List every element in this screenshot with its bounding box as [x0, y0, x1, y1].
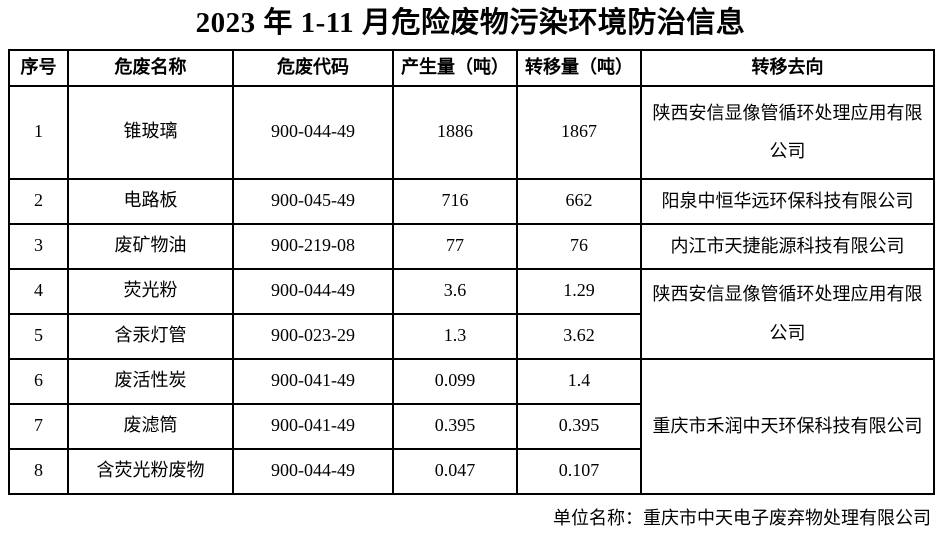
- cell-serial: 8: [8, 447, 69, 495]
- cell-produced: 0.047: [392, 447, 518, 495]
- cell-produced: 0.395: [392, 402, 518, 450]
- cell-waste-name: 含汞灯管: [67, 312, 234, 360]
- column-header-waste-code: 危废代码: [232, 48, 394, 87]
- cell-waste-code: 900-044-49: [232, 267, 394, 315]
- table-row-2: 2 电路板 900-045-49 716 662 阳泉中恒华远环保科技有限公司: [8, 177, 935, 225]
- cell-transferred: 1867: [516, 84, 642, 180]
- cell-transferred: 662: [516, 177, 642, 225]
- cell-transferred: 0.395: [516, 402, 642, 450]
- column-header-destination: 转移去向: [640, 48, 935, 87]
- cell-produced: 77: [392, 222, 518, 270]
- cell-waste-code: 900-041-49: [232, 357, 394, 405]
- table-row-7: 7 废滤筒 900-041-49 0.395 0.395: [8, 402, 934, 450]
- table-header-row: 序号 危废名称 危废代码 产生量（吨） 转移量（吨） 转移去向: [8, 48, 935, 87]
- cell-transferred: 76: [516, 222, 642, 270]
- hazardous-waste-table: 序号 危废名称 危废代码 产生量（吨） 转移量（吨） 转移去向 1 锥玻璃 90…: [8, 48, 935, 495]
- table-row-6: 6 废活性炭 900-041-49 0.099 1.4 重庆市禾润中天环保科技有…: [8, 357, 935, 495]
- cell-destination: 内江市天捷能源科技有限公司: [640, 222, 935, 270]
- table-row-3: 3 废矿物油 900-219-08 77 76 内江市天捷能源科技有限公司: [8, 222, 935, 270]
- table-row-1: 1 锥玻璃 900-044-49 1886 1867 陕西安信显像管循环处理应用…: [8, 84, 935, 180]
- cell-waste-name: 废滤筒: [67, 402, 234, 450]
- cell-waste-code: 900-045-49: [232, 177, 394, 225]
- cell-waste-code: 900-219-08: [232, 222, 394, 270]
- cell-transferred: 1.29: [516, 267, 642, 315]
- cell-waste-code: 900-041-49: [232, 402, 394, 450]
- cell-transferred: 3.62: [516, 312, 642, 360]
- cell-serial: 6: [8, 357, 69, 405]
- table-row-5: 5 含汞灯管 900-023-29 1.3 3.62: [8, 312, 934, 360]
- cell-serial: 1: [8, 84, 69, 180]
- table-row-8: 8 含荧光粉废物 900-044-49 0.047 0.107: [8, 447, 934, 495]
- cell-waste-code: 900-044-49: [232, 447, 394, 495]
- cell-produced: 1.3: [392, 312, 518, 360]
- cell-waste-name: 废活性炭: [67, 357, 234, 405]
- cell-produced: 716: [392, 177, 518, 225]
- column-header-serial: 序号: [8, 48, 69, 87]
- cell-transferred: 1.4: [516, 357, 642, 405]
- cell-produced: 1886: [392, 84, 518, 180]
- cell-destination-merged: 重庆市禾润中天环保科技有限公司: [640, 357, 935, 495]
- cell-produced: 0.099: [392, 357, 518, 405]
- cell-waste-name: 电路板: [67, 177, 234, 225]
- cell-waste-code: 900-023-29: [232, 312, 394, 360]
- cell-serial: 7: [8, 402, 69, 450]
- cell-waste-name: 含荧光粉废物: [67, 447, 234, 495]
- cell-destination: 阳泉中恒华远环保科技有限公司: [640, 177, 935, 225]
- cell-waste-code: 900-044-49: [232, 84, 394, 180]
- column-header-produced: 产生量（吨）: [392, 48, 518, 87]
- cell-waste-name: 锥玻璃: [67, 84, 234, 180]
- cell-waste-name: 荧光粉: [67, 267, 234, 315]
- cell-waste-name: 废矿物油: [67, 222, 234, 270]
- cell-serial: 3: [8, 222, 69, 270]
- cell-destination-merged: 陕西安信显像管循环处理应用有限公司: [640, 267, 935, 360]
- cell-transferred: 0.107: [516, 447, 642, 495]
- column-header-waste-name: 危废名称: [67, 48, 234, 87]
- cell-serial: 5: [8, 312, 69, 360]
- column-header-transferred: 转移量（吨）: [516, 48, 642, 87]
- cell-serial: 2: [8, 177, 69, 225]
- cell-serial: 4: [8, 267, 69, 315]
- page-title: 2023 年 1-11 月危险废物污染环境防治信息: [195, 7, 746, 39]
- unit-name-footer: 单位名称：重庆市中天电子废弃物处理有限公司: [553, 507, 931, 528]
- cell-destination: 陕西安信显像管循环处理应用有限公司: [640, 84, 935, 180]
- cell-produced: 3.6: [392, 267, 518, 315]
- table-row-4: 4 荧光粉 900-044-49 3.6 1.29 陕西安信显像管循环处理应用有…: [8, 267, 935, 360]
